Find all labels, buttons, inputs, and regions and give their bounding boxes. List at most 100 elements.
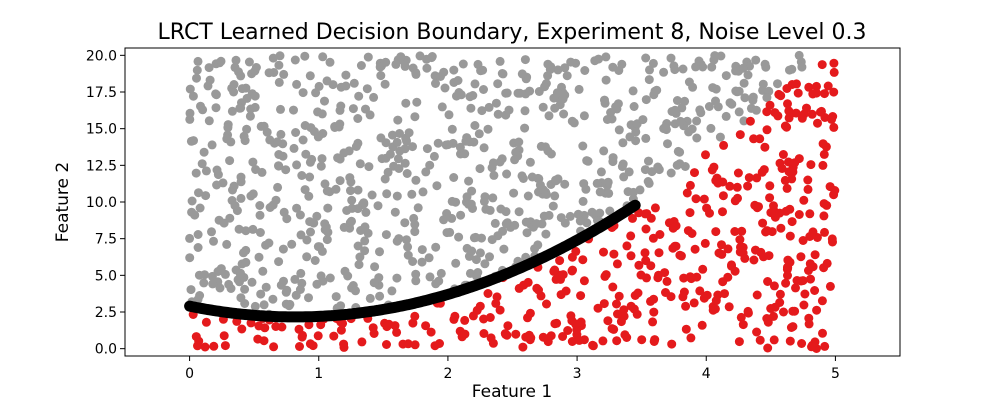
point-class_0 <box>472 271 482 281</box>
point-class_0 <box>400 158 410 168</box>
point-class_0 <box>185 233 195 243</box>
point-class_0 <box>223 123 233 133</box>
point-class_1 <box>685 180 695 190</box>
point-class_0 <box>208 279 218 289</box>
point-class_1 <box>612 336 622 346</box>
point-class_1 <box>725 181 735 191</box>
point-class_0 <box>629 102 639 111</box>
point-class_1 <box>790 158 800 168</box>
point-class_1 <box>804 319 814 329</box>
point-class_0 <box>797 62 807 72</box>
point-class_0 <box>261 282 271 292</box>
point-class_0 <box>219 218 229 228</box>
point-class_0 <box>250 91 260 101</box>
point-class_0 <box>670 105 680 115</box>
point-class_0 <box>553 65 563 75</box>
point-class_1 <box>690 244 700 254</box>
point-class_0 <box>659 67 669 77</box>
point-class_1 <box>829 58 839 68</box>
point-class_0 <box>514 207 524 217</box>
point-class_0 <box>204 116 214 126</box>
point-class_1 <box>780 175 790 185</box>
point-class_0 <box>488 158 498 168</box>
point-class_0 <box>292 203 302 213</box>
point-class_0 <box>229 87 239 97</box>
point-class_0 <box>240 284 250 294</box>
point-class_1 <box>574 335 584 345</box>
point-class_0 <box>236 270 245 280</box>
point-class_1 <box>382 322 392 332</box>
point-class_0 <box>211 103 221 113</box>
point-class_1 <box>769 281 779 291</box>
point-class_1 <box>609 249 619 259</box>
point-class_0 <box>236 172 246 182</box>
point-class_1 <box>744 173 754 183</box>
point-class_0 <box>408 257 418 266</box>
point-class_0 <box>189 136 198 146</box>
point-class_0 <box>185 108 195 118</box>
point-class_0 <box>401 98 411 108</box>
point-class_0 <box>567 116 577 126</box>
point-class_1 <box>806 274 815 284</box>
point-class_0 <box>341 81 351 91</box>
point-class_1 <box>819 211 829 221</box>
point-class_0 <box>447 196 457 206</box>
point-class_1 <box>807 342 816 352</box>
point-class_1 <box>718 207 727 217</box>
point-class_0 <box>317 246 327 256</box>
point-class_1 <box>579 276 589 286</box>
point-class_0 <box>198 105 208 115</box>
point-class_0 <box>341 70 351 80</box>
point-class_1 <box>561 286 571 296</box>
point-class_0 <box>224 279 234 289</box>
point-class_0 <box>347 216 356 226</box>
point-class_0 <box>464 176 474 186</box>
point-class_0 <box>392 137 402 147</box>
point-class_0 <box>611 102 621 112</box>
point-class_0 <box>713 102 723 112</box>
point-class_1 <box>799 300 809 310</box>
point-class_1 <box>259 336 269 346</box>
point-class_0 <box>672 160 682 170</box>
point-class_0 <box>376 71 386 81</box>
point-class_1 <box>576 291 586 301</box>
point-class_0 <box>538 185 548 195</box>
point-class_0 <box>394 164 404 173</box>
point-class_1 <box>765 193 775 203</box>
point-class_0 <box>193 56 203 66</box>
point-class_1 <box>612 299 621 309</box>
point-class_0 <box>222 134 232 144</box>
point-class_0 <box>556 213 566 223</box>
point-class_1 <box>640 209 650 219</box>
point-class_1 <box>687 229 697 238</box>
point-class_0 <box>579 179 589 189</box>
point-class_0 <box>365 293 375 303</box>
x-tick-label: 3 <box>573 366 582 382</box>
point-class_0 <box>281 165 291 175</box>
point-class_0 <box>222 239 232 249</box>
point-class_0 <box>478 65 488 75</box>
point-class_0 <box>608 153 618 163</box>
point-class_0 <box>727 99 737 109</box>
point-class_1 <box>723 244 733 254</box>
point-class_0 <box>552 88 562 98</box>
point-class_1 <box>807 109 817 119</box>
point-class_0 <box>279 276 288 286</box>
y-axis-label: Feature 2 <box>53 162 73 242</box>
point-class_0 <box>362 84 372 94</box>
point-class_0 <box>242 93 252 103</box>
point-class_0 <box>544 210 554 220</box>
point-class_1 <box>718 177 728 187</box>
point-class_0 <box>520 55 530 65</box>
point-class_0 <box>404 128 414 138</box>
point-class_0 <box>381 57 391 67</box>
point-class_1 <box>588 341 598 351</box>
point-class_1 <box>793 88 803 98</box>
point-class_1 <box>758 218 768 228</box>
point-class_1 <box>788 322 798 332</box>
point-class_1 <box>485 313 495 322</box>
point-class_0 <box>721 71 731 81</box>
point-class_0 <box>544 111 554 121</box>
point-class_1 <box>654 248 664 258</box>
point-class_0 <box>256 289 266 299</box>
